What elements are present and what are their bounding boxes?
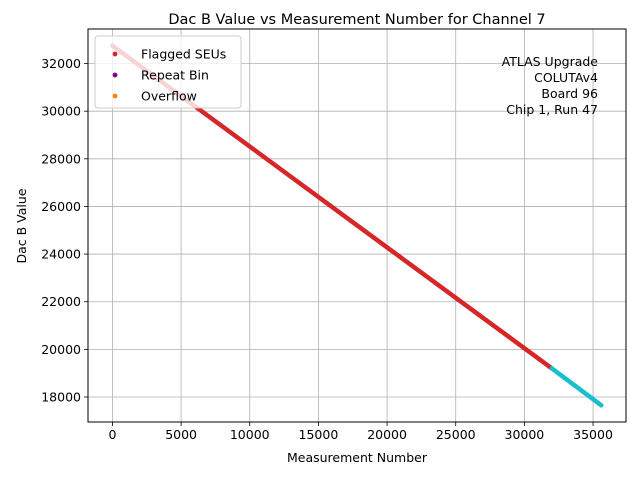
x-tick-label: 30000 <box>505 427 545 442</box>
x-tick-label: 5000 <box>165 427 197 442</box>
annotation-block: ATLAS Upgrade COLUTAv4 Board 96 Chip 1, … <box>502 54 599 117</box>
x-axis-ticks: 0 5000 10000 15000 20000 25000 30000 35000 <box>108 422 613 442</box>
y-axis-ticks: 18000 20000 22000 24000 26000 28000 30000 32000 <box>41 56 88 404</box>
y-tick-label: 24000 <box>41 247 81 262</box>
y-tick-label: 30000 <box>41 104 81 119</box>
x-tick-label: 10000 <box>230 427 270 442</box>
y-tick-label: 28000 <box>41 151 81 166</box>
y-tick-label: 22000 <box>41 294 81 309</box>
legend-label-2: Repeat Bin <box>141 68 209 83</box>
annotation-line-1: ATLAS Upgrade <box>502 54 599 69</box>
annotation-line-2: COLUTAv4 <box>534 70 598 85</box>
legend-box <box>94 35 242 109</box>
legend-marker-1 <box>112 51 118 57</box>
chart-title: Dac B Value vs Measurement Number for Ch… <box>168 12 545 28</box>
grid-lines <box>88 29 626 422</box>
plot-frame <box>87 28 627 423</box>
x-tick-label: 25000 <box>436 427 476 442</box>
y-tick-label: 18000 <box>41 389 81 404</box>
x-axis-label: Measurement Number <box>287 450 428 465</box>
x-tick-label: 15000 <box>299 427 339 442</box>
x-tick-label: 35000 <box>573 427 613 442</box>
legend-label-1: Flagged SEUs <box>141 47 226 62</box>
x-tick-label: 0 <box>108 427 116 442</box>
y-tick-label: 20000 <box>41 342 81 357</box>
legend-marker-3 <box>112 93 118 99</box>
legend: Flagged SEUs Repeat Bin Overflow <box>94 35 242 109</box>
y-tick-label: 32000 <box>41 56 81 71</box>
legend-label-3: Overflow <box>141 89 197 104</box>
annotation-line-3: Board 96 <box>541 86 598 101</box>
legend-marker-2 <box>112 72 118 78</box>
x-tick-label: 20000 <box>367 427 407 442</box>
y-axis-label: Dac B Value <box>14 188 29 263</box>
annotation-line-4: Chip 1, Run 47 <box>506 102 598 117</box>
series-segment-2 <box>549 366 604 408</box>
y-tick-label: 26000 <box>41 199 81 214</box>
